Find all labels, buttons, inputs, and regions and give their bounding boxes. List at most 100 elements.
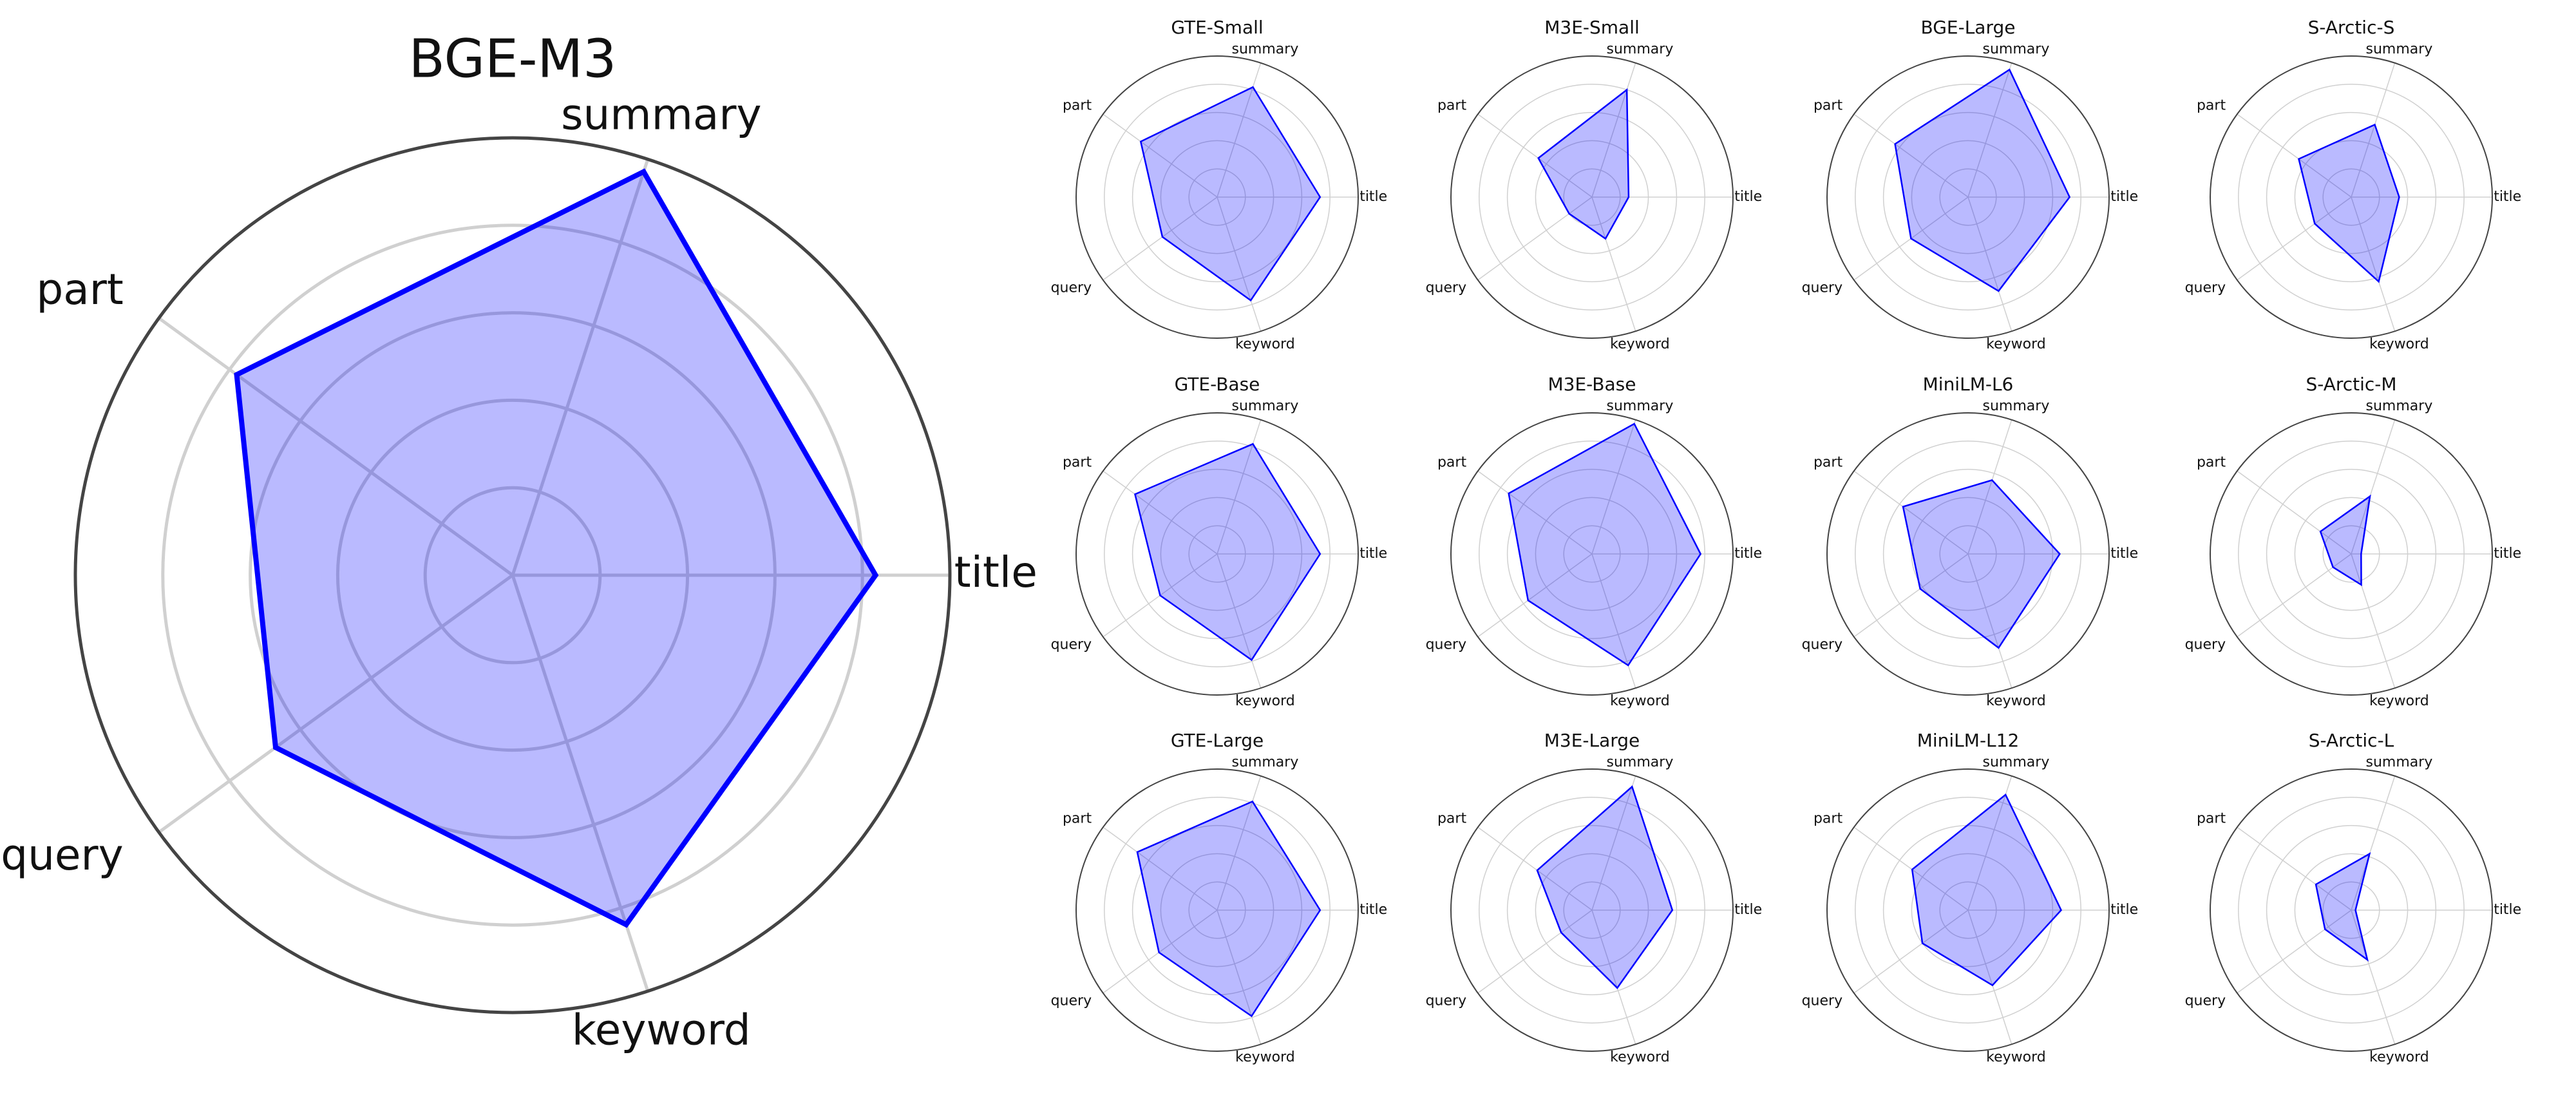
axis-label: title bbox=[2110, 189, 2138, 205]
axis-label: query bbox=[1802, 280, 1843, 296]
spoke bbox=[1103, 113, 1218, 198]
outer-ring bbox=[2210, 768, 2493, 1052]
axis-label: query bbox=[1051, 280, 1092, 296]
radar-area bbox=[1911, 793, 2063, 987]
chart-title: M3E-Small bbox=[1544, 17, 1640, 38]
chart-title: GTE-Large bbox=[1171, 730, 1264, 751]
chart-title: GTE-Small bbox=[1171, 17, 1263, 38]
outer-ring bbox=[1826, 412, 2110, 696]
axis-label: title bbox=[1359, 902, 1387, 918]
spoke bbox=[1103, 826, 1218, 911]
axis-label: title bbox=[1359, 189, 1387, 205]
axis-label: part bbox=[1063, 454, 1092, 470]
chart-title: GTE-Base bbox=[1175, 374, 1260, 395]
chart-title: BGE-M3 bbox=[409, 28, 617, 90]
spoke bbox=[1591, 419, 1636, 555]
spoke bbox=[1103, 196, 1218, 281]
axis-label: part bbox=[1437, 97, 1466, 113]
spoke bbox=[2237, 113, 2352, 198]
chart-title: MiniLM-L12 bbox=[1917, 730, 2020, 751]
radar-area bbox=[1133, 443, 1321, 662]
axis-label: part bbox=[1063, 810, 1092, 826]
axis-label: query bbox=[1426, 637, 1467, 653]
axis-label: title bbox=[2494, 189, 2521, 205]
outer-ring bbox=[1450, 412, 1734, 696]
axis-label: title bbox=[1734, 546, 1762, 562]
axis-label: part bbox=[1437, 810, 1466, 826]
axis-label: query bbox=[1802, 993, 1843, 1009]
axis-label: query bbox=[2185, 993, 2226, 1009]
axis-label: title bbox=[2494, 902, 2521, 918]
axis-label: title bbox=[2110, 902, 2138, 918]
axis-label: keyword bbox=[1610, 693, 1670, 709]
spoke bbox=[1103, 470, 1218, 555]
spoke bbox=[1967, 909, 2012, 1045]
radar-area bbox=[2315, 852, 2371, 962]
outer-ring bbox=[1075, 412, 1359, 696]
radar-area bbox=[1537, 88, 1630, 240]
spoke bbox=[2351, 419, 2396, 555]
spoke bbox=[1967, 196, 2012, 332]
spoke bbox=[1853, 470, 1969, 555]
axis-label: summary bbox=[1607, 41, 1674, 57]
axis-label: summary bbox=[1983, 754, 2050, 770]
radar-area bbox=[234, 168, 879, 928]
spoke bbox=[1217, 909, 1262, 1045]
radar-area bbox=[1894, 68, 2071, 292]
radar-area bbox=[1136, 800, 1321, 1018]
axis-label: title bbox=[2494, 546, 2521, 562]
spoke bbox=[158, 316, 514, 577]
spoke bbox=[1591, 196, 1636, 332]
axis-label: keyword bbox=[2369, 336, 2429, 352]
axis-label: part bbox=[2197, 810, 2226, 826]
axis-label: query bbox=[1426, 280, 1467, 296]
spoke bbox=[1853, 909, 1969, 994]
axis-label: keyword bbox=[1986, 693, 2046, 709]
spoke bbox=[1477, 470, 1593, 555]
chart-title: M3E-Base bbox=[1548, 374, 1636, 395]
chart-title: S-Arctic-L bbox=[2309, 730, 2394, 751]
spoke bbox=[1477, 909, 1593, 994]
chart-title: S-Arctic-M bbox=[2306, 374, 2396, 395]
spoke bbox=[1477, 113, 1593, 198]
spoke bbox=[1967, 776, 2012, 911]
axis-label: keyword bbox=[1986, 1049, 2046, 1065]
axis-label: part bbox=[1063, 97, 1092, 113]
axis-label: summary bbox=[2366, 754, 2433, 770]
chart-title: S-Arctic-S bbox=[2308, 17, 2395, 38]
radar-area bbox=[1902, 479, 2061, 649]
outer-ring bbox=[1450, 55, 1734, 339]
axis-label: title bbox=[1359, 546, 1387, 562]
spoke bbox=[1217, 419, 1262, 555]
axis-label: summary bbox=[1232, 398, 1299, 414]
spoke bbox=[2351, 62, 2396, 198]
chart-title: M3E-Large bbox=[1544, 730, 1640, 751]
axis-label: part bbox=[2197, 97, 2226, 113]
axis-label: keyword bbox=[1235, 1049, 1295, 1065]
spoke bbox=[1591, 62, 1636, 198]
axis-label: query bbox=[2185, 280, 2226, 296]
axis-label: keyword bbox=[1235, 336, 1295, 352]
outer-ring bbox=[2210, 412, 2493, 696]
spoke bbox=[1853, 113, 1969, 198]
axis-label: summary bbox=[1983, 41, 2050, 57]
radar-area bbox=[2298, 123, 2400, 283]
axis-label: part bbox=[1814, 97, 1842, 113]
radar-area bbox=[1536, 785, 1674, 989]
spoke bbox=[1477, 826, 1593, 911]
axis-label: query bbox=[1, 830, 124, 880]
spoke bbox=[1591, 909, 1636, 1045]
axis-label: summary bbox=[1607, 754, 1674, 770]
axis-label: summary bbox=[1983, 398, 2050, 414]
axis-label: keyword bbox=[1610, 1049, 1670, 1065]
spoke bbox=[1853, 553, 1969, 638]
spoke bbox=[2237, 470, 2352, 555]
spoke bbox=[2237, 826, 2352, 911]
spoke bbox=[1217, 196, 1262, 332]
radar-area bbox=[1139, 86, 1321, 302]
radar-area bbox=[1508, 423, 1702, 667]
spoke bbox=[1591, 776, 1636, 911]
spoke bbox=[2351, 553, 2396, 689]
